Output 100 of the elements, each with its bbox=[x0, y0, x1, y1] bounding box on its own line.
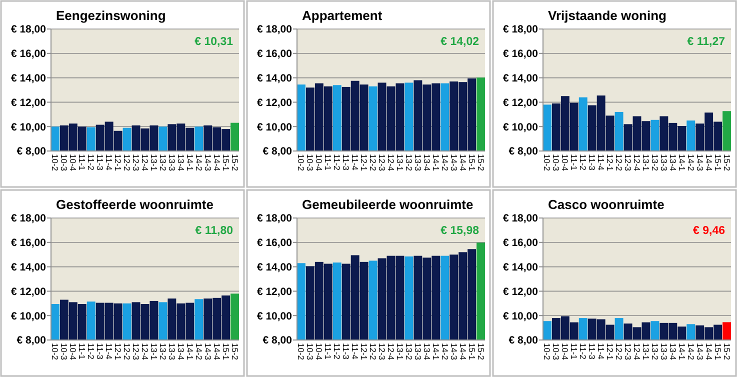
x-tick-label: 14-3 bbox=[694, 154, 705, 172]
x-tick-label: 10-2 bbox=[542, 343, 552, 360]
x-tick-label: 15-1 bbox=[712, 154, 723, 172]
y-tick-label: € 18,00 bbox=[502, 24, 538, 36]
y-tick-label: € 14,00 bbox=[256, 261, 292, 274]
x-tick-label: 14-3 bbox=[448, 154, 459, 172]
x-tick-label: 15-2 bbox=[230, 343, 240, 360]
y-tick-label: € 14,00 bbox=[10, 261, 46, 274]
x-tick-label: 10-3 bbox=[305, 154, 316, 172]
x-tick-label: 12-4 bbox=[386, 154, 396, 172]
x-tick-label: 13-2 bbox=[404, 343, 414, 360]
y-tick-label: € 8,00 bbox=[262, 334, 292, 347]
x-tick-label: 13-2 bbox=[158, 343, 168, 360]
x-tick-label: 13-3 bbox=[658, 343, 669, 360]
x-tick-label: 15-2 bbox=[230, 154, 240, 172]
x-tick-label: 11-3 bbox=[95, 154, 106, 171]
x-tick-label: 12-1 bbox=[113, 343, 124, 360]
y-tick-label: € 12,00 bbox=[256, 286, 292, 298]
x-tick-label: 12-1 bbox=[359, 343, 370, 360]
annotation: € 11,27 bbox=[687, 36, 725, 48]
x-tick-label: 13-4 bbox=[176, 343, 186, 360]
x-tick-label: 14-1 bbox=[676, 343, 687, 360]
x-tick-label: 13-4 bbox=[668, 343, 678, 360]
x-tick-label: 10-4 bbox=[314, 343, 324, 360]
x-tick-label: 11-4 bbox=[350, 343, 360, 360]
y-tick-label: € 12,00 bbox=[502, 286, 538, 298]
x-tick-label: 15-1 bbox=[220, 343, 231, 360]
y-tick-label: € 10,00 bbox=[256, 310, 292, 322]
chart-title: Vrijstaande woning bbox=[548, 8, 667, 23]
x-tick-label: 12-2 bbox=[122, 343, 132, 360]
x-tick-label: 11-1 bbox=[569, 343, 580, 360]
x-tick-label: 13-1 bbox=[641, 154, 652, 172]
y-tick-label: € 12,00 bbox=[502, 96, 538, 109]
x-tick-label: 11-4 bbox=[104, 154, 114, 171]
x-tick-label: 14-4 bbox=[212, 154, 222, 172]
x-tick-label: 12-1 bbox=[605, 154, 616, 172]
chart-title: Eengezinswoning bbox=[56, 8, 166, 23]
y-tick-label: € 14,00 bbox=[10, 72, 46, 84]
x-tick-label: 10-4 bbox=[560, 343, 570, 360]
x-tick-label: 15-1 bbox=[466, 343, 477, 360]
x-tick-label: 12-2 bbox=[614, 154, 624, 172]
y-tick-label: € 12,00 bbox=[256, 96, 292, 109]
chart-title: Appartement bbox=[302, 8, 383, 23]
x-tick-label: 11-1 bbox=[323, 154, 334, 171]
x-tick-label: 11-2 bbox=[332, 154, 342, 171]
y-tick-label: € 18,00 bbox=[256, 212, 292, 225]
x-tick-label: 10-3 bbox=[551, 343, 562, 360]
x-tick-label: 15-2 bbox=[476, 343, 486, 360]
x-tick-label: 10-2 bbox=[50, 343, 60, 360]
x-tick-label: 11-2 bbox=[578, 154, 588, 171]
x-tick-label: 15-1 bbox=[712, 343, 723, 360]
x-tick-label: 10-4 bbox=[68, 154, 78, 172]
y-tick-label: € 16,00 bbox=[256, 237, 292, 250]
x-tick-label: 14-2 bbox=[440, 343, 450, 360]
x-tick-label: 14-4 bbox=[704, 154, 714, 172]
x-tick-label: 14-4 bbox=[458, 343, 468, 360]
x-tick-label: 10-2 bbox=[542, 154, 552, 172]
y-tick-label: € 12,00 bbox=[10, 96, 46, 109]
x-tick-label: 12-3 bbox=[377, 154, 388, 172]
x-tick-label: 14-1 bbox=[184, 154, 195, 172]
y-tick-label: € 8,00 bbox=[508, 334, 538, 347]
x-tick-label: 11-3 bbox=[341, 154, 352, 171]
y-tick-label: € 10,00 bbox=[502, 121, 538, 134]
x-tick-label: 14-4 bbox=[212, 343, 222, 360]
x-tick-label: 11-2 bbox=[578, 343, 588, 360]
y-tick-label: € 8,00 bbox=[262, 146, 292, 158]
x-tick-label: 13-3 bbox=[412, 343, 423, 360]
x-tick-label: 14-1 bbox=[676, 154, 687, 172]
x-tick-label: 13-1 bbox=[149, 154, 160, 172]
x-tick-label: 13-2 bbox=[404, 154, 414, 172]
x-tick-label: 10-4 bbox=[314, 154, 324, 172]
x-tick-label: 12-4 bbox=[386, 343, 396, 360]
x-tick-label: 12-1 bbox=[113, 154, 124, 172]
x-tick-label: 10-4 bbox=[68, 343, 78, 360]
y-tick-label: € 16,00 bbox=[10, 48, 46, 60]
x-tick-label: 14-4 bbox=[704, 343, 714, 360]
x-tick-label: 12-4 bbox=[140, 154, 150, 172]
x-tick-label: 11-2 bbox=[332, 343, 342, 360]
x-tick-label: 11-3 bbox=[341, 343, 352, 360]
x-tick-label: 13-1 bbox=[149, 343, 160, 360]
x-tick-label: 13-4 bbox=[668, 154, 678, 172]
annotation: € 15,98 bbox=[440, 225, 480, 237]
x-tick-label: 12-4 bbox=[632, 154, 642, 172]
x-tick-label: 15-2 bbox=[722, 154, 732, 172]
y-tick-label: € 18,00 bbox=[502, 212, 538, 225]
x-tick-label: 15-1 bbox=[466, 154, 477, 172]
x-tick-label: 10-2 bbox=[50, 154, 60, 172]
x-tick-label: 10-3 bbox=[551, 154, 562, 172]
x-tick-label: 13-1 bbox=[641, 343, 652, 360]
y-tick-label: € 18,00 bbox=[10, 212, 46, 225]
y-tick-label: € 10,00 bbox=[502, 310, 538, 322]
x-tick-label: 14-2 bbox=[686, 343, 696, 360]
y-tick-label: € 16,00 bbox=[10, 237, 46, 250]
x-tick-label: 11-3 bbox=[95, 343, 106, 360]
x-tick-label: 14-1 bbox=[430, 154, 441, 172]
x-tick-label: 11-4 bbox=[596, 343, 606, 360]
x-tick-label: 12-2 bbox=[122, 154, 132, 172]
x-tick-label: 11-3 bbox=[587, 343, 598, 360]
x-tick-label: 14-2 bbox=[686, 154, 696, 172]
annotation: € 10,31 bbox=[194, 36, 234, 48]
